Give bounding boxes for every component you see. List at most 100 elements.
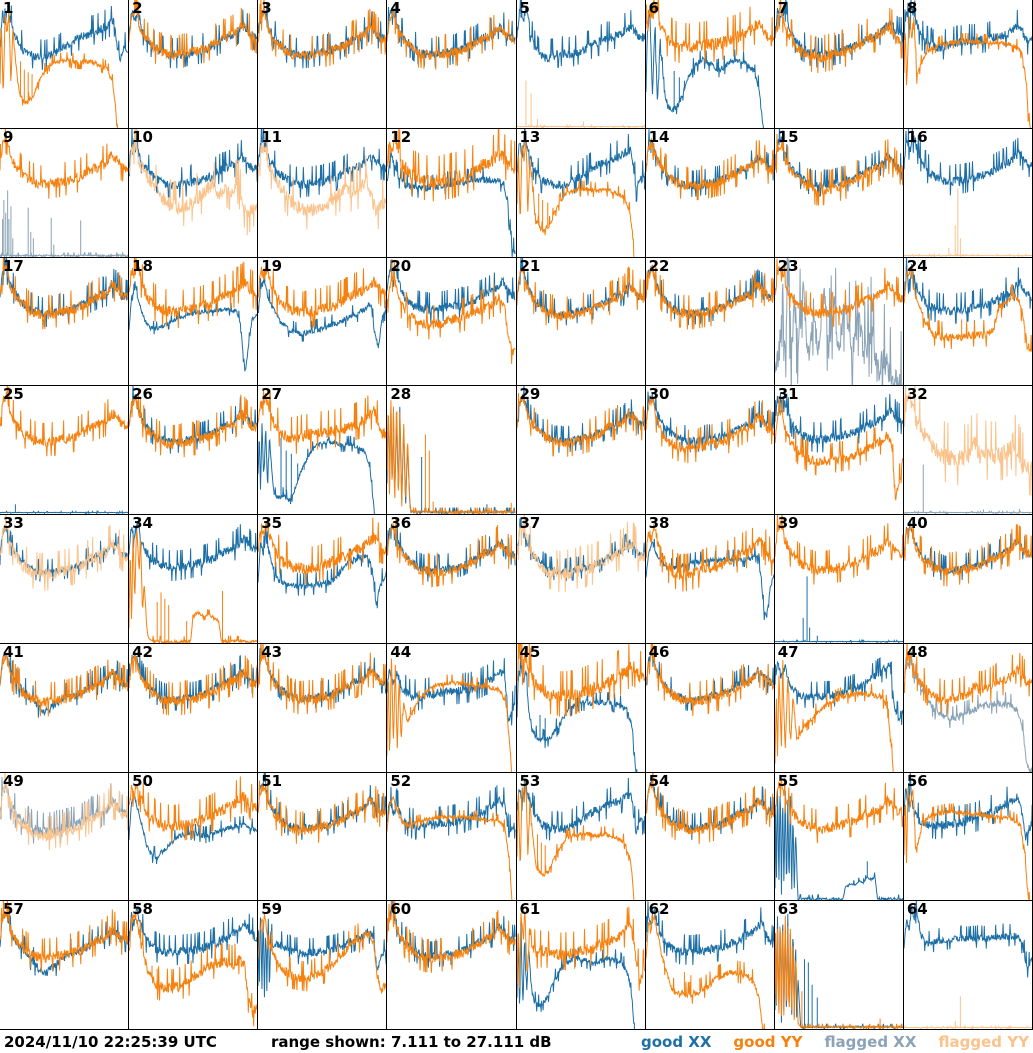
good-yy-trace: [387, 129, 515, 201]
spectrum-panel[interactable]: 5: [516, 0, 646, 129]
spectrum-panel[interactable]: 4: [387, 0, 517, 129]
spectrum-panel[interactable]: 21: [516, 257, 646, 387]
spectrum-panel[interactable]: 19: [258, 257, 388, 387]
spectrum-panel[interactable]: 63: [774, 901, 904, 1030]
good-yy-trace: [387, 901, 515, 973]
spectrum-panel[interactable]: 49: [0, 772, 130, 902]
good-xx-trace: [775, 393, 903, 453]
spectrum-panel[interactable]: 32: [903, 386, 1033, 515]
spectrum-plot: [775, 129, 903, 257]
spectrum-plot: [387, 0, 515, 128]
panel-number: 33: [3, 515, 24, 532]
spectrum-panel[interactable]: 59: [258, 901, 388, 1030]
spectrum-panel[interactable]: 39: [774, 515, 904, 644]
good-xx-trace: [904, 129, 1032, 195]
good-yy-trace: [646, 915, 774, 1029]
good-yy-trace: [387, 518, 515, 587]
spectrum-panel[interactable]: 61: [516, 901, 646, 1030]
timestamp: 2024/11/10 22:25:39 UTC: [4, 1032, 217, 1051]
panel-number: 46: [648, 643, 670, 661]
spectrum-panel[interactable]: 18: [129, 257, 259, 387]
spectrum-plot: [0, 386, 128, 514]
spectrum-panel[interactable]: 26: [129, 386, 259, 515]
spectrum-panel[interactable]: 60: [387, 901, 517, 1030]
spectrum-panel[interactable]: 31: [774, 386, 904, 515]
spectrum-panel[interactable]: 7: [774, 0, 904, 129]
good-xx-trace: [387, 407, 515, 514]
panel-number: 21: [519, 257, 541, 275]
spectrum-panel[interactable]: 9: [0, 128, 130, 258]
spectrum-panel[interactable]: 15: [774, 128, 904, 258]
spectrum-panel[interactable]: 3: [258, 0, 388, 129]
spectrum-panel[interactable]: 56: [903, 772, 1033, 902]
spectrum-panel[interactable]: 43: [258, 643, 388, 773]
spectrum-panel[interactable]: 46: [645, 643, 775, 773]
spectrum-panel[interactable]: 17: [0, 257, 130, 387]
spectrum-panel[interactable]: 53: [516, 772, 646, 902]
spectrum-panel[interactable]: 20: [387, 257, 517, 387]
panel-number: 1: [3, 0, 14, 17]
spectrum-panel[interactable]: 12: [387, 128, 517, 258]
spectrum-panel[interactable]: 50: [129, 772, 259, 902]
panel-number: 13: [519, 128, 541, 146]
spectrum-panel[interactable]: 36: [387, 515, 517, 644]
panel-number: 32: [906, 386, 928, 404]
spectrum-plot: [258, 386, 386, 514]
spectrum-panel[interactable]: 64: [903, 901, 1033, 1030]
spectrum-panel[interactable]: 13: [516, 128, 646, 258]
spectrum-plot: [904, 773, 1032, 901]
spectrum-panel[interactable]: 16: [903, 128, 1033, 258]
good-yy-trace: [129, 776, 257, 843]
spectrum-panel[interactable]: 10: [129, 128, 259, 258]
spectrum-panel[interactable]: 42: [129, 643, 259, 773]
spectrum-panel[interactable]: 33: [0, 515, 130, 644]
spectrum-panel[interactable]: 8: [903, 0, 1033, 129]
spectrum-plot: [775, 386, 903, 514]
panel-number: 63: [777, 901, 799, 919]
spectrum-plot: [0, 644, 128, 772]
spectrum-panel[interactable]: 52: [387, 772, 517, 902]
panel-number: 3: [261, 0, 272, 17]
spectrum-panel[interactable]: 27: [258, 386, 388, 515]
panel-number: 57: [3, 901, 24, 919]
spectrum-panel[interactable]: 25: [0, 386, 130, 515]
spectrum-panel[interactable]: 47: [774, 643, 904, 773]
spectrum-panel[interactable]: 24: [903, 257, 1033, 387]
spectrum-panel[interactable]: 6: [645, 0, 775, 129]
good-yy-trace: [129, 0, 257, 68]
spectrum-panel[interactable]: 34: [129, 515, 259, 644]
spectrum-panel[interactable]: 38: [645, 515, 775, 644]
spectrum-panel[interactable]: 23: [774, 257, 904, 387]
spectrum-panel[interactable]: 44: [387, 643, 517, 773]
good-xx-trace: [387, 149, 515, 256]
good-yy-trace: [904, 787, 1032, 900]
spectrum-panel[interactable]: 48: [903, 643, 1033, 773]
good-xx-trace: [258, 524, 386, 608]
spectrum-panel[interactable]: 35: [258, 515, 388, 644]
spectrum-panel[interactable]: 45: [516, 643, 646, 773]
spectrum-panel[interactable]: 30: [645, 386, 775, 515]
spectrum-panel[interactable]: 40: [903, 515, 1033, 644]
spectrum-panel[interactable]: 54: [645, 772, 775, 902]
spectrum-panel[interactable]: 41: [0, 643, 130, 773]
spectrum-panel[interactable]: 37: [516, 515, 646, 644]
spectrum-panel[interactable]: 14: [645, 128, 775, 258]
spectrum-panel[interactable]: 29: [516, 386, 646, 515]
good-xx-trace: [387, 785, 515, 839]
spectrum-panel[interactable]: 28: [387, 386, 517, 515]
spectrum-plot: [129, 515, 257, 643]
spectrum-panel[interactable]: 2: [129, 0, 259, 129]
spectrum-panel[interactable]: 57: [0, 901, 130, 1030]
panel-number: 2: [132, 0, 143, 17]
panel-number: 4: [390, 0, 401, 17]
spectrum-panel[interactable]: 22: [645, 257, 775, 387]
spectrum-panel[interactable]: 11: [258, 128, 388, 258]
spectrum-panel[interactable]: 51: [258, 772, 388, 902]
spectrum-panel[interactable]: 58: [129, 901, 259, 1030]
good-xx-trace: [0, 912, 128, 977]
spectrum-plot: [646, 644, 774, 772]
spectrum-panel[interactable]: 62: [645, 901, 775, 1030]
spectrum-panel[interactable]: 55: [774, 772, 904, 902]
spectrum-plot: [0, 901, 128, 1029]
spectrum-panel[interactable]: 1: [0, 0, 130, 129]
